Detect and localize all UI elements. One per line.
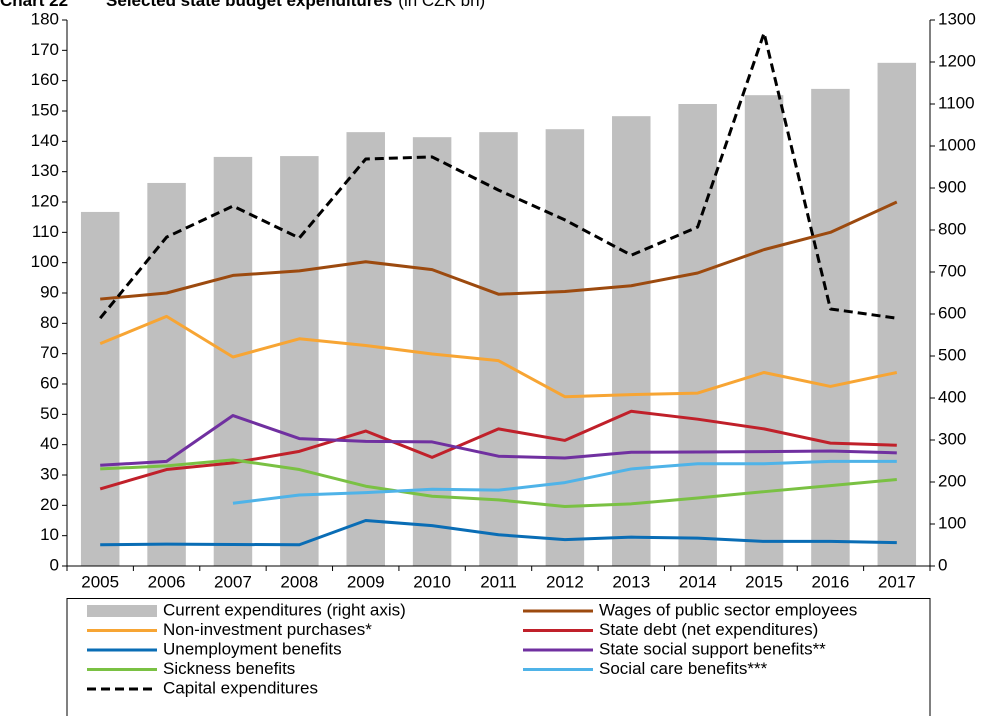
y-tick-label: 150	[31, 100, 59, 119]
y2-tick-label: 900	[938, 177, 966, 196]
legend-label: Non-investment purchases*	[163, 620, 372, 639]
legend-label: State debt (net expenditures)	[599, 620, 818, 639]
series-line	[100, 200, 898, 301]
y-tick-label: 110	[32, 222, 59, 241]
x-tick-label: 2009	[347, 572, 385, 591]
bar	[545, 129, 585, 566]
y-tick-label: 30	[40, 464, 59, 483]
y2-tick-label: 300	[938, 429, 966, 448]
y2-tick-label: 700	[938, 261, 966, 280]
y2-tick-label: 100	[938, 513, 966, 532]
x-tick-label: 2012	[546, 572, 584, 591]
x-tick-label: 2010	[413, 572, 451, 591]
y2-tick-label: 1200	[938, 51, 976, 70]
bar	[479, 132, 518, 566]
x-tick-label: 2007	[214, 572, 252, 591]
bar	[80, 211, 120, 566]
legend-swatch	[87, 605, 157, 617]
y-tick-label: 90	[40, 282, 59, 301]
bar	[612, 116, 651, 567]
y2-tick-label: 0	[938, 555, 947, 574]
legend-label: Current expenditures (right axis)	[163, 600, 406, 619]
y-tick-label: 140	[31, 131, 59, 150]
y-tick-label: 20	[40, 495, 59, 514]
x-tick-label: 2015	[745, 572, 783, 591]
x-tick-label: 2005	[81, 572, 119, 591]
series-line	[100, 519, 897, 547]
y-tick-label: 120	[31, 191, 59, 210]
y2-tick-label: 600	[938, 303, 966, 322]
bar	[280, 156, 319, 566]
y2-tick-label: 500	[938, 345, 966, 364]
bar	[877, 62, 917, 567]
series-line	[99, 31, 898, 320]
legend-label: Social care benefits***	[599, 659, 768, 678]
y2-tick-label: 1100	[938, 93, 975, 112]
legend-box	[66, 598, 931, 716]
y-tick-label: 60	[40, 373, 59, 392]
legend-label: Capital expenditures	[163, 678, 318, 697]
subtitle: (in CZK bn)	[398, 0, 485, 10]
x-tick-label: 2006	[148, 572, 186, 591]
y2-tick-label: 1000	[938, 135, 976, 154]
y-tick-label: 170	[31, 40, 59, 59]
x-tick-label: 2013	[612, 572, 650, 591]
bar	[678, 104, 717, 566]
series-line	[100, 414, 897, 467]
y-tick-label: 40	[40, 434, 59, 453]
y2-tick-label: 200	[938, 471, 966, 490]
bar	[744, 95, 784, 567]
legend-label: Wages of public sector employees	[599, 600, 857, 619]
y-tick-label: 10	[40, 525, 59, 544]
x-tick-label: 2008	[280, 572, 318, 591]
title: Selected state budget expenditures	[106, 0, 392, 10]
y-tick-label: 70	[40, 343, 59, 362]
y-tick-label: 180	[31, 9, 59, 28]
chart-label: Chart 22	[0, 0, 68, 10]
y-tick-label: 100	[31, 252, 59, 271]
y-tick-label: 80	[40, 313, 59, 332]
y-tick-label: 160	[31, 70, 59, 89]
legend-label: State social support benefits**	[599, 639, 826, 658]
y2-tick-label: 400	[938, 387, 966, 406]
x-tick-label: 2011	[480, 572, 517, 591]
chart-title: Chart 22 Selected state budget expenditur…	[0, 0, 485, 10]
y-tick-label: 50	[40, 404, 59, 423]
legend-label: Unemployment benefits	[163, 639, 342, 658]
x-tick-label: 2017	[878, 572, 916, 591]
bar	[346, 132, 385, 566]
y2-tick-label: 800	[938, 219, 966, 238]
x-tick-label: 2016	[812, 572, 850, 591]
y-tick-label: 0	[50, 555, 59, 574]
series-line	[99, 409, 897, 491]
series-line	[232, 459, 897, 505]
legend-label: Sickness benefits	[163, 659, 295, 678]
bar	[213, 156, 253, 567]
y2-tick-label: 1300	[938, 9, 976, 28]
y-tick-label: 130	[31, 161, 59, 180]
bar	[147, 182, 186, 566]
x-tick-label: 2014	[679, 572, 717, 591]
series-line	[100, 458, 897, 509]
bar	[811, 88, 850, 566]
series-line	[99, 314, 898, 399]
